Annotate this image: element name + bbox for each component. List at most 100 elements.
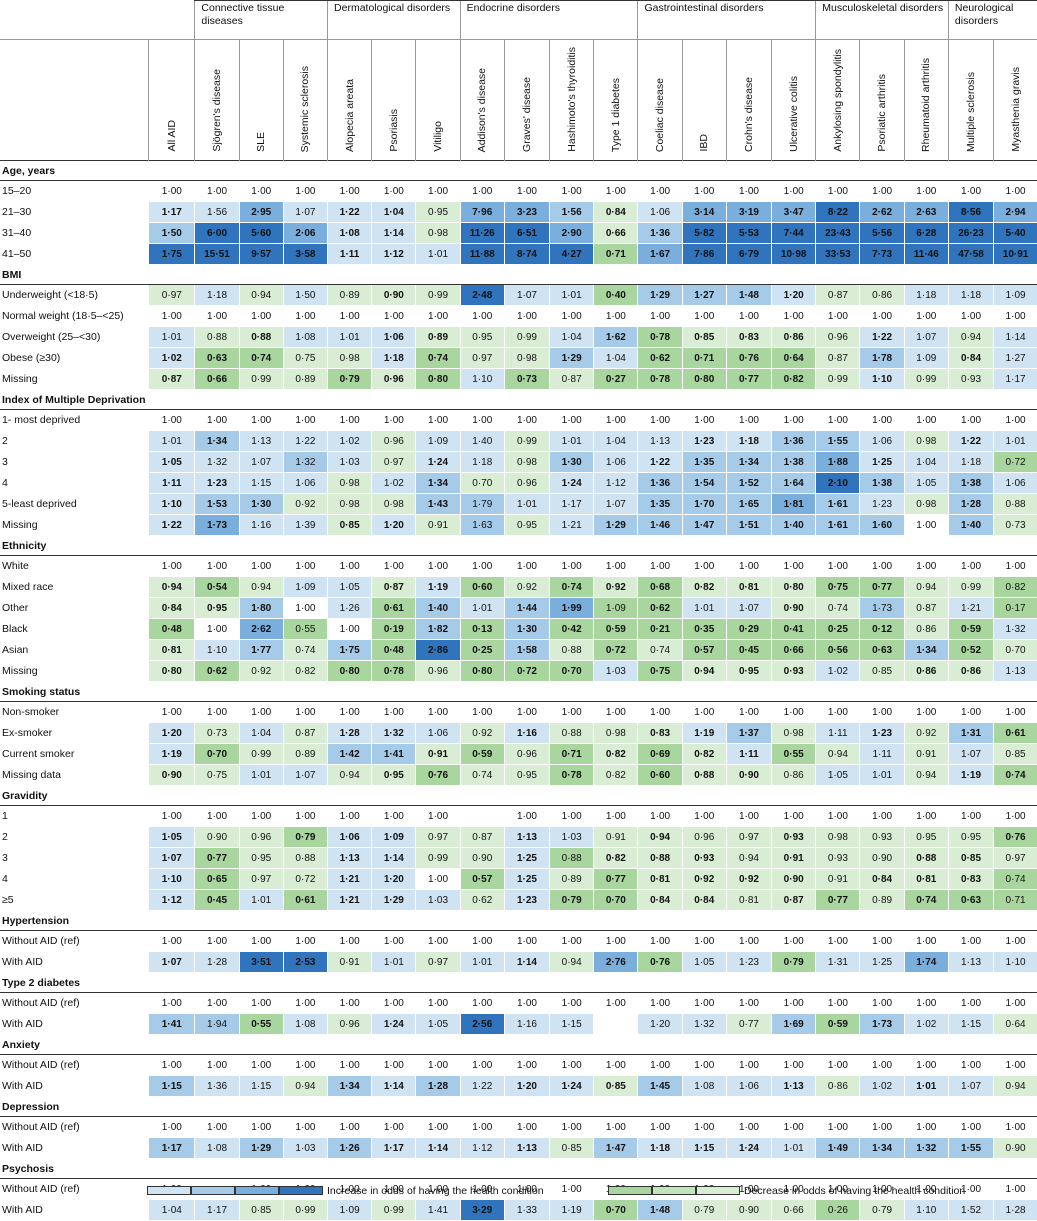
odds-ratio-cell	[593, 1013, 638, 1035]
odds-ratio-cell: 0·99	[503, 430, 550, 452]
odds-ratio-cell: 1·05	[327, 576, 372, 598]
table-row: 41–50 1·75 15·51 9·57 3·58 1·11 1·12 1·01 11·88 8…	[0, 243, 1037, 265]
odds-ratio-cell: 0·79	[859, 1199, 905, 1221]
odds-ratio-cell: 1·18	[903, 284, 949, 306]
odds-ratio-cell: 1·32	[993, 618, 1037, 640]
odds-ratio-cell: 2·63	[903, 201, 949, 223]
odds-ratio-cell: 1·00	[549, 701, 594, 723]
odds-ratio-cell: 0·99	[415, 847, 461, 869]
column-header: Hashimoto's thyroiditis	[549, 39, 594, 161]
odds-ratio-cell: 1·07	[148, 847, 195, 869]
odds-ratio-cell: 1·09	[371, 826, 416, 848]
odds-ratio-cell: 1·23	[859, 722, 905, 744]
odds-ratio-cell: 1·00	[771, 1054, 816, 1076]
table-row: 4 1·11 1·23 1·15 1·06 0·98 1·02 1·34 0·70 0·96 1·2…	[0, 472, 1037, 494]
odds-ratio-cell: 6·79	[725, 243, 772, 265]
odds-ratio-cell: 1·00	[725, 180, 772, 202]
odds-ratio-cell: 1·04	[238, 722, 284, 744]
table-row: Missing data 0·90 0·75 1·01 1·07 0·94 0·95 0·76…	[0, 764, 1037, 786]
odds-ratio-cell: 1·01	[503, 493, 550, 515]
odds-ratio-cell: 1·25	[503, 868, 550, 890]
row-label: Mixed race	[0, 576, 149, 598]
odds-ratio-cell: 1·00	[947, 930, 994, 952]
table-row: Asian 0·81 1·10 1·77 0·74 1·75 0·48 2·86 0·25 1·5…	[0, 639, 1037, 661]
odds-ratio-cell: 0·87	[282, 722, 328, 744]
row-label: 4	[0, 868, 149, 890]
odds-ratio-cell: 1·00	[148, 930, 195, 952]
odds-ratio-cell: 1·00	[725, 930, 772, 952]
odds-ratio-cell: 2·90	[549, 222, 594, 244]
table-row: 1 1·00 1·00 1·00 1·00 1·00 1·00 1·00 1·00 1·00 1·0…	[0, 805, 1037, 827]
odds-ratio-cell: 1·40	[415, 597, 461, 619]
odds-ratio-cell: 1·81	[771, 493, 816, 515]
odds-ratio-cell: 0·88	[681, 764, 727, 786]
odds-ratio-cell: 1·55	[815, 430, 860, 452]
table-row: Missing 1·22 1·73 1·16 1·39 0·85 1·20 0·91 1·63 0…	[0, 514, 1037, 536]
odds-ratio-cell: 0·79	[282, 826, 328, 848]
odds-ratio-cell: 1·00	[725, 409, 772, 431]
odds-ratio-cell: 0·82	[593, 743, 638, 765]
group-header: Gastrointestinal disorders	[637, 0, 816, 40]
odds-ratio-cell: 1·32	[681, 1013, 727, 1035]
odds-ratio-cell: 1·00	[459, 1178, 505, 1200]
odds-ratio-cell: 1·41	[148, 1013, 195, 1035]
odds-ratio-cell: 1·24	[549, 472, 594, 494]
odds-ratio-cell: 1·34	[194, 430, 240, 452]
odds-ratio-cell: 0·41	[771, 618, 816, 640]
odds-ratio-cell: 0·78	[637, 368, 683, 390]
odds-ratio-cell: 0·80	[327, 660, 372, 682]
odds-ratio-cell: 1·15	[238, 472, 284, 494]
odds-ratio-cell: 47·58	[947, 243, 994, 265]
odds-ratio-cell: 1·00	[637, 555, 683, 577]
odds-ratio-cell: 0·71	[593, 243, 638, 265]
column-header: Systemic sclerosis	[282, 39, 328, 161]
odds-ratio-cell: 1·00	[282, 1116, 328, 1138]
odds-ratio-cell: 1·00	[771, 555, 816, 577]
odds-ratio-cell: 1·00	[815, 180, 860, 202]
odds-ratio-cell: 1·00	[859, 805, 905, 827]
odds-ratio-cell: 7·44	[771, 222, 816, 244]
odds-ratio-cell: 0·98	[415, 222, 461, 244]
odds-ratio-cell: 0·54	[194, 576, 240, 598]
odds-ratio-cell: 0·97	[148, 284, 195, 306]
table-row: 2 1·01 1·34 1·13 1·22 1·02 0·96 1·09 1·40 0·99 1·0…	[0, 430, 1037, 452]
odds-ratio-cell: 1·00	[327, 930, 372, 952]
odds-ratio-cell: 1·03	[593, 660, 638, 682]
odds-ratio-cell: 1·20	[503, 1075, 550, 1097]
odds-ratio-cell: 1·00	[415, 1054, 461, 1076]
odds-ratio-cell: 1·01	[771, 1137, 816, 1159]
odds-ratio-cell: 1·00	[637, 992, 683, 1014]
odds-ratio-cell: 1·00	[771, 305, 816, 327]
odds-ratio-cell: 0·40	[593, 284, 638, 306]
odds-ratio-cell: 1·05	[681, 951, 727, 973]
odds-ratio-cell: 1·00	[194, 701, 240, 723]
odds-ratio-cell: 1·00	[503, 701, 550, 723]
row-label: With AID	[0, 951, 149, 973]
odds-ratio-cell: 1·00	[903, 1178, 949, 1200]
odds-ratio-cell: 1·00	[148, 180, 195, 202]
odds-ratio-cell: 0·93	[771, 826, 816, 848]
row-label: 2	[0, 826, 149, 848]
odds-ratio-cell: 1·13	[947, 951, 994, 973]
odds-ratio-cell: 1·26	[327, 597, 372, 619]
odds-ratio-cell: 1·00	[903, 409, 949, 431]
odds-ratio-cell: 1·00	[947, 1116, 994, 1138]
odds-ratio-cell: 0·97	[725, 826, 772, 848]
odds-ratio-cell: 1·00	[194, 805, 240, 827]
odds-ratio-cell: 0·94	[993, 1075, 1037, 1097]
odds-ratio-cell: 1·39	[282, 514, 328, 536]
odds-ratio-cell: 1·12	[593, 472, 638, 494]
odds-ratio-cell: 1·18	[371, 347, 416, 369]
odds-ratio-cell: 0·76	[993, 826, 1037, 848]
odds-ratio-cell: 0·88	[993, 493, 1037, 515]
odds-ratio-cell: 1·01	[903, 1075, 949, 1097]
odds-ratio-cell: 1·18	[459, 451, 505, 473]
odds-ratio-cell: 0·93	[771, 660, 816, 682]
odds-ratio-cell: 1·61	[815, 514, 860, 536]
odds-ratio-cell: 1·17	[993, 368, 1037, 390]
odds-ratio-cell: 1·00	[771, 930, 816, 952]
odds-ratio-cell: 0·89	[549, 868, 594, 890]
odds-ratio-cell: 0·82	[593, 847, 638, 869]
odds-ratio-cell: 0·45	[194, 889, 240, 911]
odds-ratio-cell: 1·00	[903, 305, 949, 327]
